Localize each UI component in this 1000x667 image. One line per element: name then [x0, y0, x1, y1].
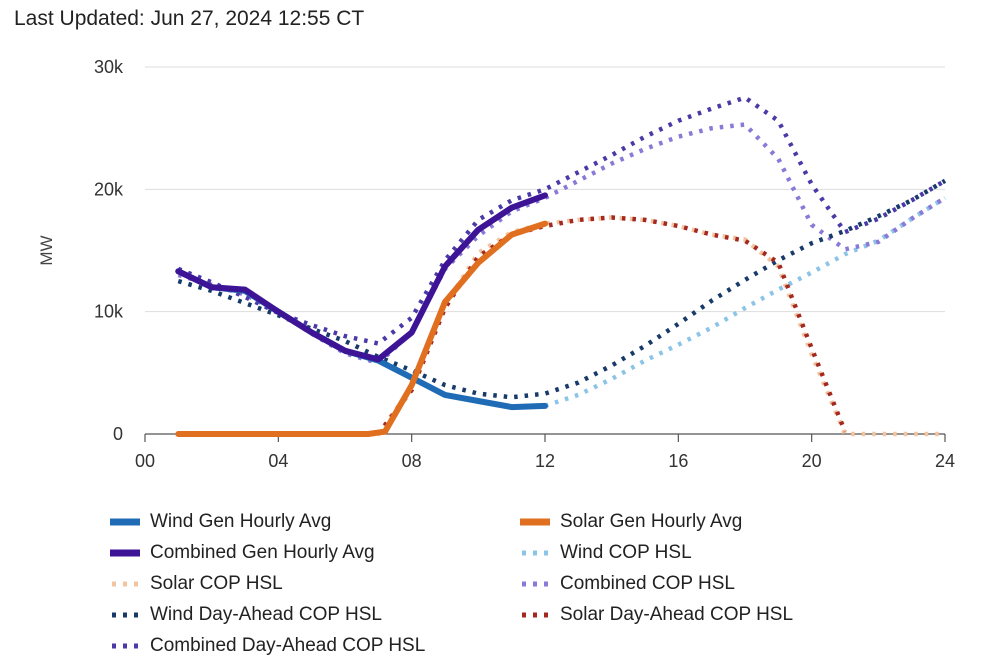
legend-item-solar-gen[interactable]: Solar Gen Hourly Avg [520, 508, 890, 535]
y-tick-label: 0 [113, 424, 123, 444]
legend-swatch [110, 642, 140, 650]
y-tick-label: 10k [94, 302, 124, 322]
last-updated-text: Last Updated: Jun 27, 2024 12:55 CT [14, 7, 365, 30]
x-tick-label: 24 [935, 451, 955, 471]
legend-swatch [520, 611, 550, 619]
series-line-wind-day-ahead-cop-hsl [177, 178, 947, 400]
legend-swatch [110, 580, 140, 588]
legend-label: Wind COP HSL [560, 541, 692, 563]
legend-label: Solar Day-Ahead COP HSL [560, 603, 794, 625]
series-line-combined-gen-hourly-avg [175, 192, 548, 363]
legend-label: Wind Gen Hourly Avg [150, 510, 332, 532]
legend-item-solar-da-cop[interactable]: Solar Day-Ahead COP HSL [520, 601, 890, 628]
legend-swatch [520, 518, 550, 526]
series-line-solar-gen-hourly-avg [175, 220, 548, 437]
legend-label: Combined Day-Ahead COP HSL [150, 634, 426, 656]
legend-item-wind-cop[interactable]: Wind COP HSL [520, 539, 890, 566]
series-line-wind-cop-hsl [544, 195, 947, 409]
legend-item-wind-da-cop[interactable]: Wind Day-Ahead COP HSL [110, 601, 520, 628]
legend-label: Solar COP HSL [150, 572, 283, 594]
x-tick-label: 16 [668, 451, 688, 471]
legend-label: Wind Day-Ahead COP HSL [150, 603, 382, 625]
x-tick-label: 00 [135, 451, 155, 471]
legend-item-solar-cop[interactable]: Solar COP HSL [110, 570, 520, 597]
series-line-combined-day-ahead-cop-hsl [177, 95, 947, 346]
x-tick-label: 08 [402, 451, 422, 471]
legend-label: Combined Gen Hourly Avg [150, 541, 375, 563]
x-tick-label: 20 [802, 451, 822, 471]
legend-item-combined-cop[interactable]: Combined COP HSL [520, 570, 890, 597]
y-axis-label: MW [37, 235, 56, 265]
y-tick-label: 20k [94, 179, 124, 199]
legend-swatch [520, 549, 550, 557]
x-tick-label: 12 [535, 451, 555, 471]
legend-item-combined-da-cop[interactable]: Combined Day-Ahead COP HSL [110, 632, 520, 659]
legend-label: Solar Gen Hourly Avg [560, 510, 743, 532]
legend-swatch [520, 580, 550, 588]
series-line-solar-day-ahead-cop-hsl [376, 215, 848, 436]
chart-legend: Wind Gen Hourly Avg Solar Gen Hourly Avg… [110, 508, 890, 659]
series-line-combined-cop-hsl [177, 122, 947, 366]
x-tick-label: 04 [268, 451, 288, 471]
legend-item-combined-gen[interactable]: Combined Gen Hourly Avg [110, 539, 520, 566]
legend-swatch [110, 518, 140, 526]
legend-item-wind-gen[interactable]: Wind Gen Hourly Avg [110, 508, 520, 535]
legend-label: Combined COP HSL [560, 572, 735, 594]
series-line-solar-cop-hsl [178, 215, 945, 437]
generation-line-chart: 0 10k 20k 30k 00 04 08 12 16 20 24 MW [37, 57, 955, 471]
legend-swatch [110, 549, 140, 557]
y-tick-label: 30k [94, 57, 124, 77]
legend-swatch [110, 611, 140, 619]
